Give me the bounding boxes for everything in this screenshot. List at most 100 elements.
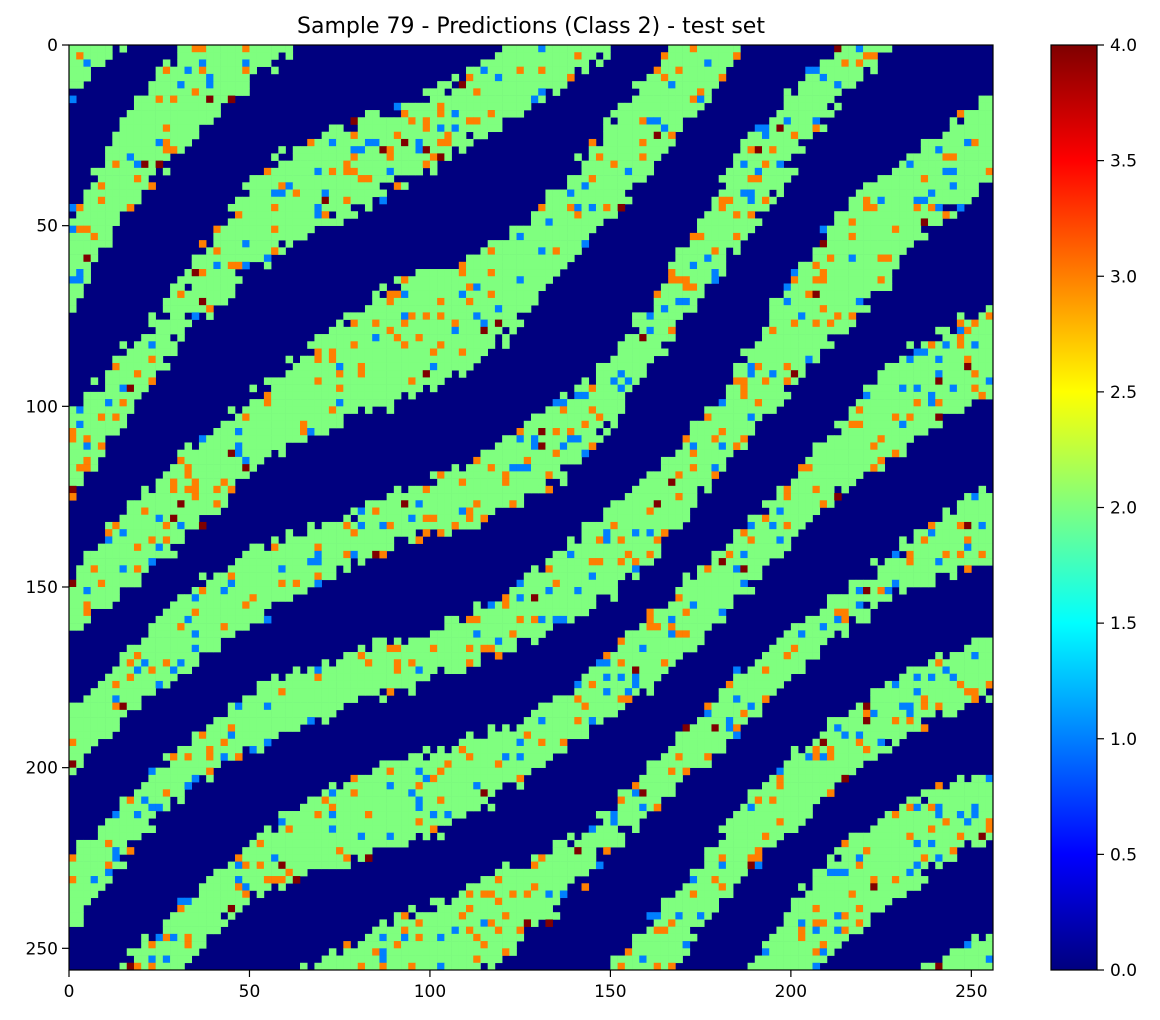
heatmap-cell bbox=[220, 485, 229, 494]
heatmap-cell bbox=[292, 362, 301, 371]
heatmap-cell bbox=[819, 478, 828, 487]
heatmap-cell bbox=[300, 225, 308, 234]
heatmap-cell bbox=[942, 659, 950, 667]
heatmap-cell bbox=[328, 536, 337, 544]
heatmap-cell bbox=[220, 261, 229, 270]
heatmap-cell bbox=[336, 146, 344, 154]
heatmap-cell bbox=[466, 355, 474, 364]
heatmap-cell bbox=[978, 514, 987, 523]
heatmap-cell bbox=[213, 442, 221, 450]
heatmap-cell bbox=[242, 52, 250, 60]
heatmap-cell bbox=[119, 565, 128, 573]
heatmap-cell bbox=[928, 384, 936, 393]
heatmap-cell bbox=[711, 615, 719, 624]
heatmap-cell bbox=[220, 283, 229, 292]
heatmap-cell bbox=[855, 66, 864, 75]
heatmap-cell bbox=[624, 146, 633, 154]
heatmap-cell bbox=[401, 348, 409, 357]
heatmap-cell bbox=[213, 73, 221, 82]
heatmap-cell bbox=[588, 182, 597, 190]
heatmap-cell bbox=[350, 196, 359, 205]
heatmap-cell bbox=[76, 276, 84, 284]
heatmap-cell bbox=[321, 175, 330, 183]
heatmap-cell bbox=[336, 362, 344, 371]
heatmap-cell bbox=[292, 189, 301, 198]
heatmap-cell bbox=[863, 290, 871, 299]
heatmap-cell bbox=[191, 608, 200, 617]
heatmap-cell bbox=[855, 601, 864, 609]
heatmap-cell bbox=[458, 319, 467, 328]
heatmap-cell bbox=[711, 594, 719, 602]
heatmap-cell bbox=[112, 391, 120, 400]
heatmap-cell bbox=[646, 146, 655, 154]
heatmap-cell bbox=[624, 341, 633, 349]
heatmap-cell bbox=[336, 153, 344, 161]
heatmap-cell bbox=[401, 110, 409, 118]
heatmap-cell bbox=[126, 521, 135, 530]
heatmap-cell bbox=[567, 247, 575, 255]
heatmap-cell bbox=[364, 175, 373, 183]
heatmap-cell bbox=[523, 52, 532, 60]
heatmap-cell bbox=[235, 218, 243, 226]
heatmap-cell bbox=[689, 276, 698, 284]
heatmap-cell bbox=[545, 225, 553, 234]
heatmap-cell bbox=[603, 579, 611, 588]
heatmap-cell bbox=[141, 514, 149, 523]
heatmap-cell bbox=[624, 377, 633, 385]
heatmap-cell bbox=[805, 269, 813, 277]
heatmap-cell bbox=[704, 261, 712, 270]
heatmap-cell bbox=[834, 102, 842, 111]
heatmap-cell bbox=[314, 211, 322, 219]
heatmap-cell bbox=[364, 550, 373, 559]
heatmap-cell bbox=[538, 594, 546, 602]
heatmap-cell bbox=[538, 435, 546, 443]
heatmap-cell bbox=[401, 652, 409, 660]
heatmap-cell bbox=[307, 138, 315, 147]
heatmap-cell bbox=[538, 218, 546, 226]
heatmap-cell bbox=[372, 377, 380, 385]
heatmap-cell bbox=[220, 269, 229, 277]
heatmap-cell bbox=[834, 232, 842, 241]
heatmap-cell bbox=[899, 384, 907, 393]
heatmap-cell bbox=[466, 319, 474, 328]
heatmap-cell bbox=[762, 384, 770, 393]
heatmap-cell bbox=[985, 153, 993, 161]
heatmap-cell bbox=[942, 153, 950, 161]
heatmap-cell bbox=[83, 203, 91, 212]
heatmap-cell bbox=[336, 319, 344, 328]
heatmap-cell bbox=[487, 247, 496, 255]
heatmap-cell bbox=[855, 247, 864, 255]
heatmap-cell bbox=[227, 81, 236, 89]
heatmap-cell bbox=[588, 153, 597, 161]
heatmap-cell bbox=[574, 203, 582, 212]
heatmap-cell bbox=[162, 146, 171, 154]
heatmap-cell bbox=[263, 232, 272, 241]
heatmap-cell bbox=[603, 146, 611, 154]
heatmap-cell bbox=[105, 565, 113, 573]
heatmap-cell bbox=[227, 623, 236, 631]
heatmap-cell bbox=[364, 348, 373, 357]
heatmap-cell bbox=[920, 579, 929, 588]
heatmap-cell bbox=[184, 52, 193, 60]
heatmap-cell bbox=[891, 232, 900, 241]
heatmap-cell bbox=[76, 254, 84, 263]
heatmap-cell bbox=[177, 456, 185, 465]
heatmap-cell bbox=[148, 500, 156, 508]
heatmap-cell bbox=[133, 131, 142, 140]
heatmap-cell bbox=[899, 536, 907, 544]
heatmap-cell bbox=[538, 232, 546, 241]
heatmap-cell bbox=[191, 623, 200, 631]
heatmap-cell bbox=[668, 261, 676, 270]
heatmap-cell bbox=[978, 543, 987, 552]
heatmap-cell bbox=[956, 529, 965, 537]
heatmap-cell bbox=[826, 59, 835, 67]
heatmap-cell bbox=[863, 435, 871, 443]
heatmap-cell bbox=[314, 334, 322, 342]
heatmap-cell bbox=[213, 572, 221, 581]
heatmap-cell bbox=[466, 615, 474, 624]
heatmap-cell bbox=[552, 464, 561, 472]
heatmap-cell bbox=[69, 81, 77, 89]
heatmap-cell bbox=[646, 471, 655, 479]
heatmap-cell bbox=[935, 666, 943, 675]
heatmap-cell bbox=[170, 659, 178, 667]
